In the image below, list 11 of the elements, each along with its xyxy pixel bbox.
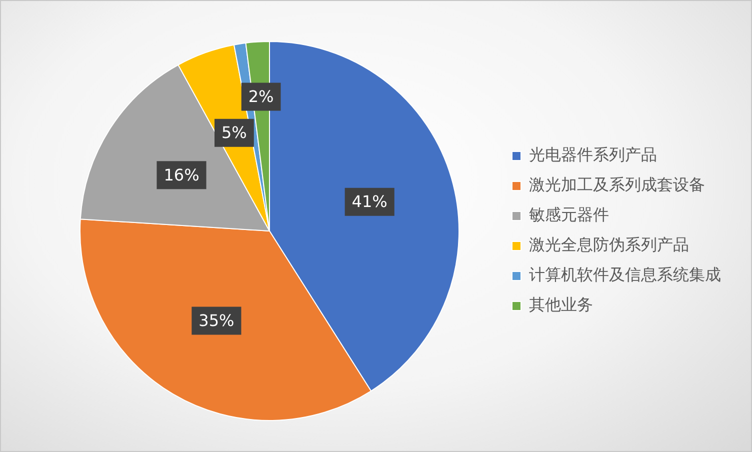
data-label: 35% xyxy=(198,310,234,330)
legend-label: 光电器件系列产品 xyxy=(529,145,657,164)
data-label: 5% xyxy=(222,123,247,142)
data-label: 16% xyxy=(164,165,200,184)
legend-label: 其他业务 xyxy=(529,295,593,314)
legend-label: 计算机软件及信息系统集成 xyxy=(529,265,721,284)
legend-label: 敏感元器件 xyxy=(529,205,609,224)
data-label: 2% xyxy=(248,86,274,106)
data-label: 41% xyxy=(352,192,388,212)
legend-label: 激光加工及系列成套设备 xyxy=(529,175,705,194)
legend-label: 激光全息防伪系列产品 xyxy=(529,235,689,254)
